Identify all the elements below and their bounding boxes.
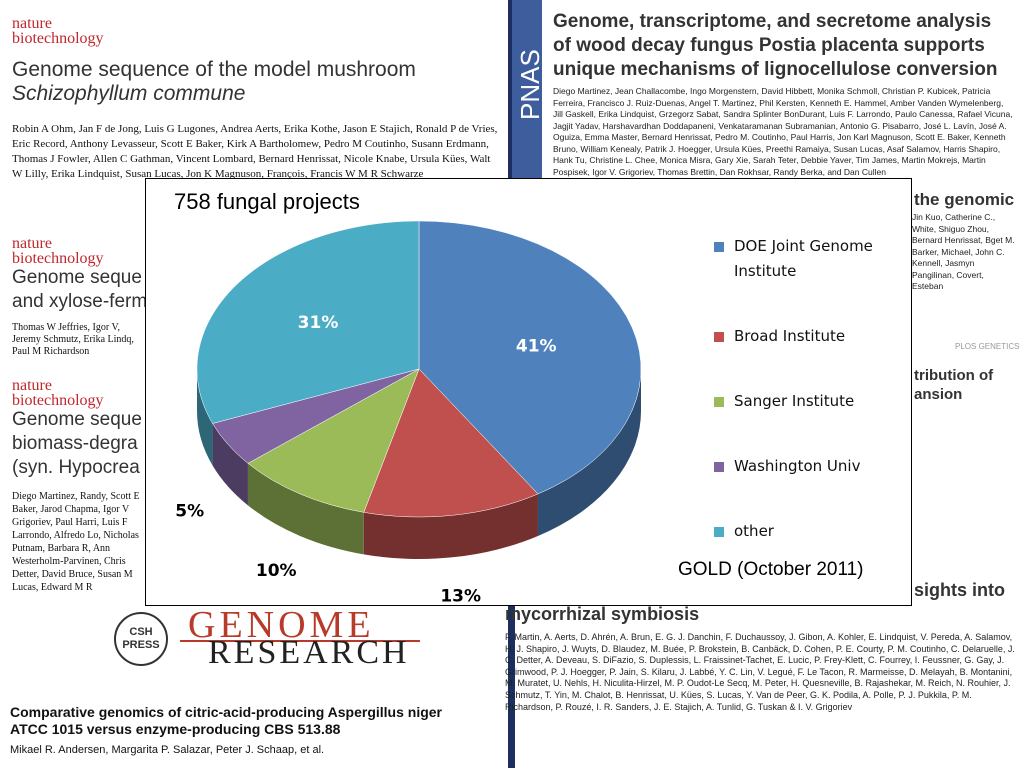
title-line: Genome sequence of the model mushroom — [12, 58, 416, 81]
legend-item: Broad Institute — [714, 324, 904, 349]
journal: nature biotechnology — [12, 235, 104, 267]
legend-item: DOE Joint Genome Institute — [714, 234, 904, 284]
title-line: and xylose-ferm — [12, 291, 148, 312]
paper-title: Genome seque biomass-degra (syn. Hypocrea — [12, 408, 142, 480]
paper-title: tribution of ansion — [914, 366, 993, 404]
legend-label: DOE Joint Genome Institute — [734, 237, 873, 280]
paper-title: Comparative genomics of citric-acid-prod… — [10, 704, 442, 738]
pie-side — [247, 463, 364, 555]
journal-line: nature — [12, 235, 52, 252]
title-line: (syn. Hypocrea — [12, 457, 140, 478]
chart-box: 758 fungal projects 41% 13% 10% 5% 31% DOE J… — [145, 178, 912, 606]
legend-label: Sanger Institute — [734, 392, 855, 410]
journal-line: biotechnology — [12, 250, 104, 267]
legend: DOE Joint Genome Institute Broad Institut… — [714, 234, 909, 540]
legend-swatch — [714, 397, 724, 407]
pie-side — [537, 369, 641, 536]
pie-side — [212, 423, 248, 506]
legend-label: Washington Univ — [734, 457, 861, 475]
title-line: of wood decay fungus Postia placenta sup… — [553, 35, 985, 56]
data-label: 31% — [298, 313, 339, 333]
legend-swatch — [714, 332, 724, 342]
journal-line: nature — [12, 377, 52, 394]
authors: Jin Kuo, Catherine C., White, Shiguo Zho… — [912, 212, 1015, 291]
title-line: Genome seque — [12, 267, 142, 288]
legend-item: Sanger Institute — [714, 389, 904, 414]
legend-swatch — [714, 242, 724, 252]
paper-title: Genome, transcriptome, and secretome ana… — [553, 10, 998, 82]
title-line: Schizophyllum commune — [12, 82, 246, 105]
data-label: 41% — [516, 336, 557, 356]
pie-side — [197, 369, 213, 466]
authors: Diego Martinez, Randy, Scott E Baker, Ja… — [12, 491, 140, 593]
pie-slice — [196, 220, 420, 424]
title-line: ansion — [914, 386, 963, 403]
logo-rule — [180, 640, 420, 642]
legend-label: other — [734, 522, 774, 540]
paper-title: Genome seque and xylose-ferm — [12, 266, 147, 314]
title-line: the genomic — [914, 190, 1015, 209]
pie-chart: 41% 13% 10% 5% 31% — [175, 220, 642, 605]
logo-line: CSH — [129, 626, 153, 638]
legend-item: other — [714, 519, 904, 544]
pie-slice — [363, 368, 539, 518]
plos-logo: PLOS GENETICS — [955, 342, 1020, 351]
legend-item: Washington Univ — [714, 454, 904, 479]
legend-label: Broad Institute — [734, 327, 846, 345]
title-line: tribution of — [914, 367, 994, 384]
authors: Mikael R. Andersen, Margarita P. Salazar… — [10, 744, 325, 756]
pie-slice — [418, 220, 642, 495]
paper-title: Genome sequence of the model mushroom Sch… — [12, 58, 416, 106]
pnas-logo: PNAS — [515, 49, 545, 120]
title-line: Comparative genomics of citric-acid-prod… — [10, 704, 443, 720]
legend-swatch — [714, 462, 724, 472]
data-label: 13% — [440, 586, 481, 605]
logo-line: PRESS — [122, 639, 160, 651]
data-label: 5% — [175, 501, 204, 521]
authors: F. Martin, A. Aerts, D. Ahrén, A. Brun, … — [505, 632, 1015, 712]
journal: nature biotechnology — [12, 377, 104, 409]
journal: nature biotechnology — [12, 15, 104, 47]
title-line: unique mechanisms of lignocellulose conv… — [553, 59, 998, 80]
legend-swatch — [714, 527, 724, 537]
title-line: mycorrhizal symbiosis — [505, 604, 700, 624]
pie-slice — [247, 368, 420, 513]
pie-side — [363, 493, 538, 559]
title-line: Genome, transcriptome, and secretome ana… — [553, 11, 992, 32]
title-line: ATCC 1015 versus enzyme-producing CBS 51… — [10, 721, 341, 737]
csh-logo: CSH PRESS — [114, 612, 168, 666]
research-logo: RESEARCH — [208, 634, 410, 671]
journal-line: biotechnology — [12, 30, 104, 47]
title-line: biomass-degra — [12, 433, 138, 454]
authors: Robin A Ohm, Jan F de Jong, Luis G Lugon… — [12, 123, 498, 180]
chart-title: 758 fungal projects — [174, 189, 360, 214]
annotation: GOLD (October 2011) — [678, 559, 864, 580]
data-label: 10% — [256, 561, 297, 581]
journal-line: biotechnology — [12, 392, 104, 409]
title-line: Genome seque — [12, 409, 142, 430]
authors: Diego Martinez, Jean Challacombe, Ingo M… — [553, 86, 1013, 177]
genome-logo: GENOME — [188, 604, 375, 646]
journal-line: nature — [12, 15, 52, 32]
authors: Thomas W Jeffries, Igor V, Jeremy Schmut… — [12, 322, 134, 357]
title-line: sights into — [914, 580, 1005, 600]
